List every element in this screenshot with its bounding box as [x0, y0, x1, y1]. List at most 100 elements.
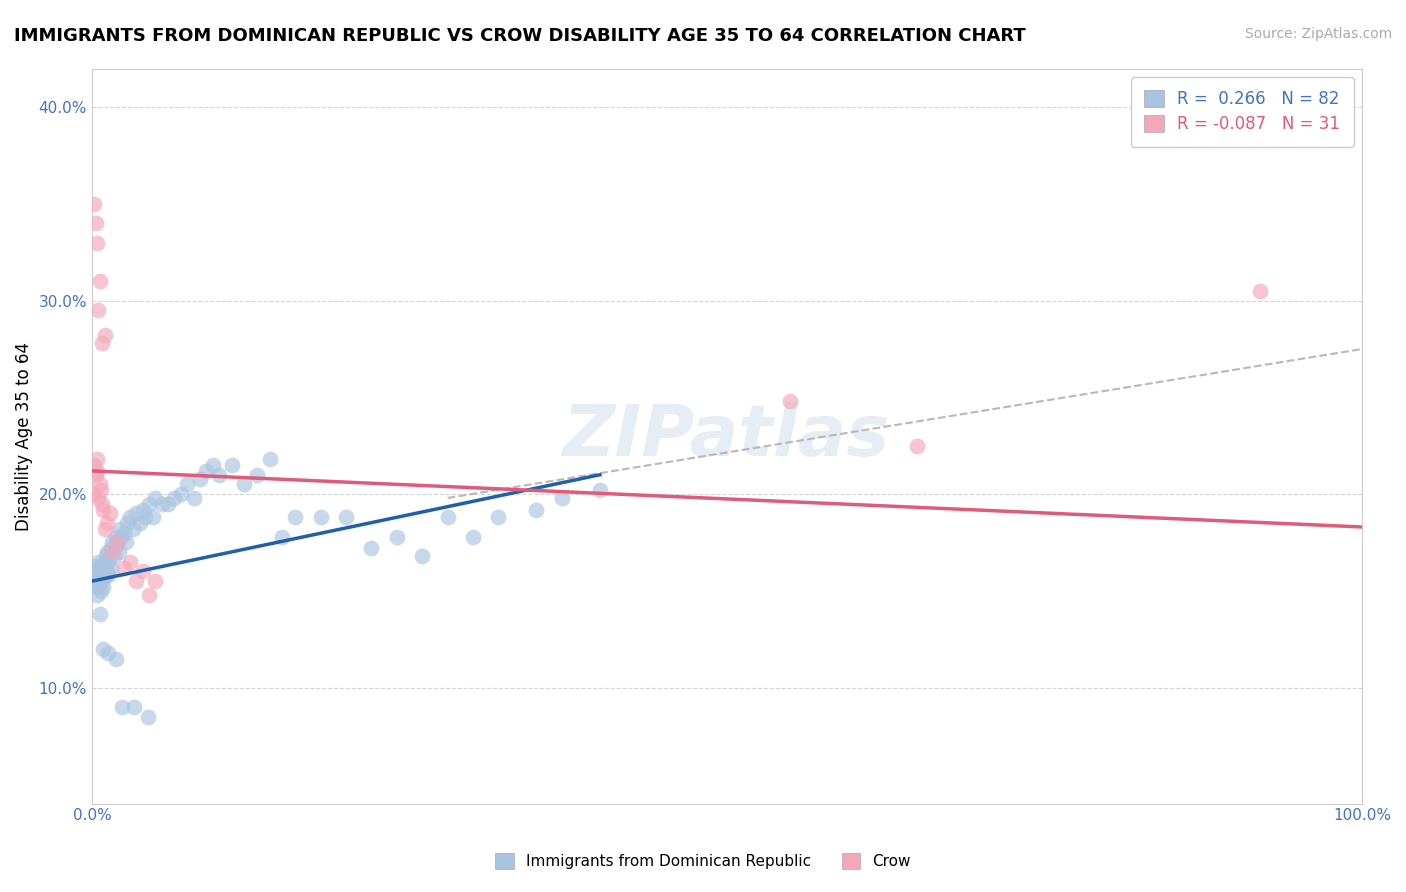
Point — [138, 588, 160, 602]
Point — [436, 510, 458, 524]
Point — [145, 491, 167, 505]
Point — [94, 549, 117, 563]
Point — [87, 303, 110, 318]
Point — [90, 558, 112, 573]
Point — [100, 560, 122, 574]
Point — [91, 336, 114, 351]
Point — [89, 477, 111, 491]
Point — [150, 497, 173, 511]
Point — [129, 516, 152, 530]
Point — [87, 568, 110, 582]
Point — [117, 516, 139, 530]
Point — [93, 580, 115, 594]
Point — [86, 235, 108, 250]
Point — [108, 522, 131, 536]
Point — [121, 522, 143, 536]
Point — [589, 483, 612, 498]
Point — [110, 530, 132, 544]
Point — [134, 510, 156, 524]
Point — [107, 545, 129, 559]
Point — [96, 516, 118, 530]
Point — [111, 699, 134, 714]
Point — [335, 510, 357, 524]
Point — [271, 530, 294, 544]
Point — [163, 491, 186, 505]
Y-axis label: Disability Age 35 to 64: Disability Age 35 to 64 — [15, 342, 32, 531]
Point — [118, 555, 141, 569]
Point — [86, 452, 108, 467]
Point — [183, 491, 205, 505]
Point — [90, 583, 112, 598]
Point — [94, 568, 117, 582]
Point — [122, 699, 145, 714]
Point — [93, 555, 115, 569]
Point — [157, 497, 180, 511]
Point — [170, 487, 193, 501]
Point — [89, 560, 111, 574]
Point — [91, 568, 114, 582]
Text: IMMIGRANTS FROM DOMINICAN REPUBLIC VS CROW DISABILITY AGE 35 TO 64 CORRELATION C: IMMIGRANTS FROM DOMINICAN REPUBLIC VS CR… — [14, 27, 1026, 45]
Point — [82, 487, 104, 501]
Point — [86, 588, 108, 602]
Point — [779, 394, 801, 409]
Point — [259, 452, 281, 467]
Point — [97, 646, 120, 660]
Point — [112, 560, 135, 574]
Point — [309, 510, 332, 524]
Point — [201, 458, 224, 472]
Point — [233, 477, 256, 491]
Point — [93, 328, 115, 343]
Point — [84, 467, 107, 482]
Point — [100, 541, 122, 556]
Point — [284, 510, 307, 524]
Point — [93, 522, 115, 536]
Point — [84, 216, 107, 230]
Point — [907, 439, 929, 453]
Point — [87, 555, 110, 569]
Point — [115, 535, 138, 549]
Point — [125, 574, 148, 589]
Point — [97, 555, 120, 569]
Point — [98, 549, 121, 563]
Point — [87, 491, 110, 505]
Point — [83, 568, 105, 582]
Point — [93, 565, 115, 579]
Text: Source: ZipAtlas.com: Source: ZipAtlas.com — [1244, 27, 1392, 41]
Point — [176, 477, 198, 491]
Point — [93, 560, 115, 574]
Point — [83, 197, 105, 211]
Point — [112, 525, 135, 540]
Text: ZIPatlas: ZIPatlas — [564, 401, 890, 471]
Point — [86, 580, 108, 594]
Point — [90, 483, 112, 498]
Point — [83, 458, 105, 472]
Point — [411, 549, 433, 563]
Point — [98, 507, 121, 521]
Point — [145, 574, 167, 589]
Point — [526, 502, 548, 516]
Point — [208, 467, 231, 482]
Point — [385, 530, 408, 544]
Point — [461, 530, 484, 544]
Point — [89, 574, 111, 589]
Point — [86, 565, 108, 579]
Legend: R =  0.266   N = 82, R = -0.087   N = 31: R = 0.266 N = 82, R = -0.087 N = 31 — [1130, 77, 1354, 146]
Point — [118, 510, 141, 524]
Point — [93, 641, 115, 656]
Point — [132, 502, 155, 516]
Point — [93, 502, 115, 516]
Legend: Immigrants from Dominican Republic, Crow: Immigrants from Dominican Republic, Crow — [489, 847, 917, 875]
Point — [132, 565, 155, 579]
Point — [105, 651, 128, 665]
Point — [136, 709, 159, 723]
Point — [551, 491, 574, 505]
Point — [360, 541, 382, 556]
Point — [82, 565, 104, 579]
Point — [96, 545, 118, 559]
Point — [89, 607, 111, 621]
Point — [246, 467, 269, 482]
Point — [188, 472, 211, 486]
Point — [105, 530, 128, 544]
Point — [89, 274, 111, 288]
Point — [105, 535, 128, 549]
